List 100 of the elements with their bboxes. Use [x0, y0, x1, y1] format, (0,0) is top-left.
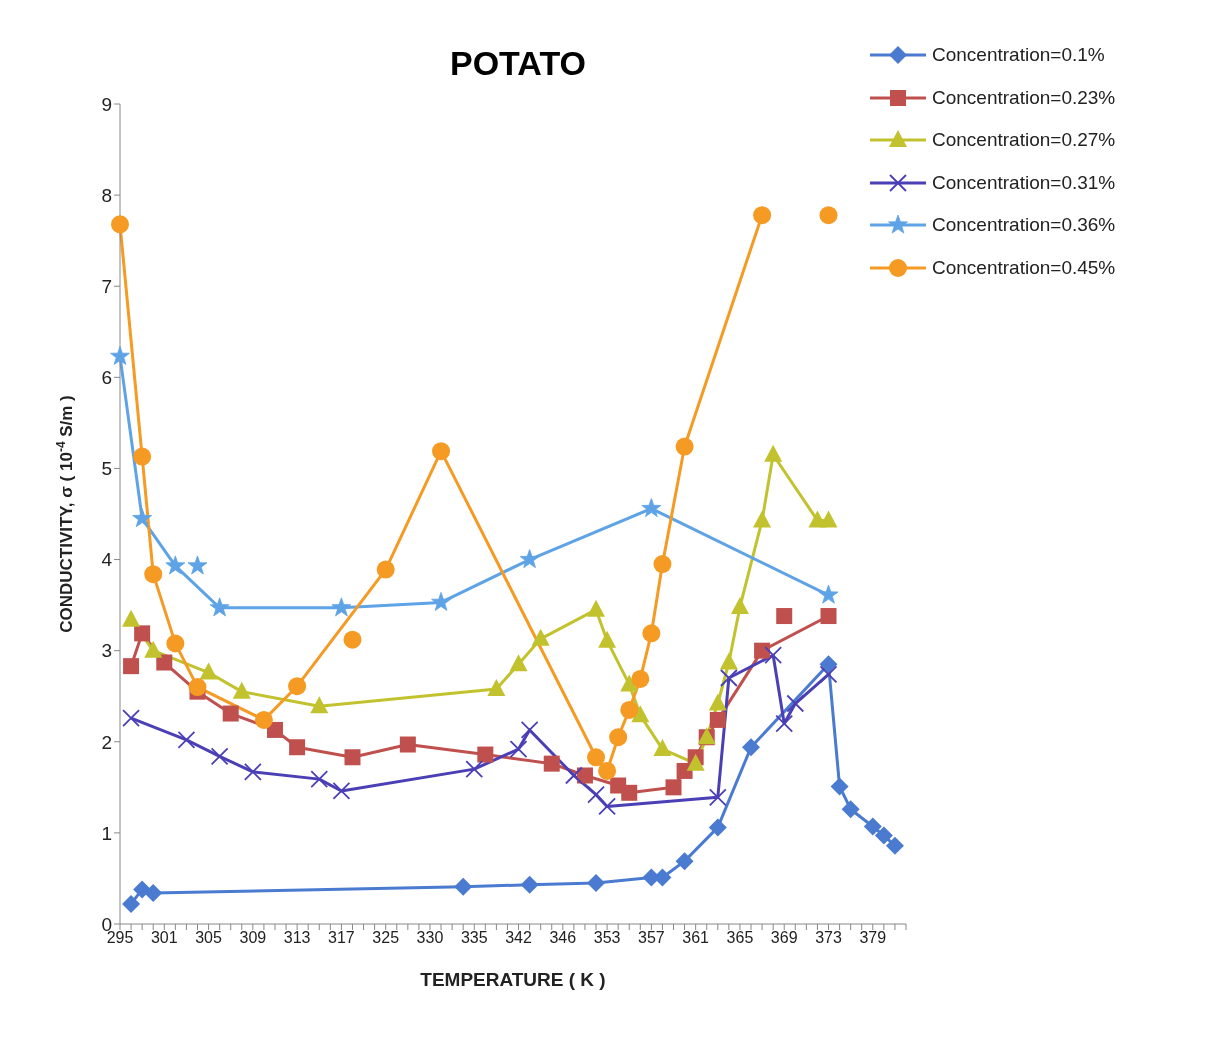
point	[786, 694, 805, 713]
y-tick-label: 8	[101, 184, 112, 206]
point	[708, 693, 727, 711]
point	[609, 728, 628, 747]
point	[132, 508, 153, 528]
point	[520, 721, 539, 739]
point	[454, 877, 473, 896]
x-tick-label: 361	[682, 929, 710, 947]
point	[509, 654, 528, 672]
point	[719, 652, 738, 670]
x-tick-label: 335	[460, 929, 488, 947]
point	[431, 591, 451, 611]
point	[775, 714, 794, 733]
point	[620, 700, 639, 719]
point	[742, 738, 761, 757]
point	[576, 767, 593, 784]
point	[675, 437, 694, 456]
point	[598, 630, 617, 648]
point	[122, 894, 141, 913]
point	[177, 731, 196, 749]
point	[598, 797, 616, 816]
point	[819, 510, 838, 528]
point	[587, 599, 606, 617]
x-tick-label: 346	[549, 929, 577, 947]
y-tick-label: 3	[101, 640, 112, 662]
point	[243, 762, 262, 781]
point	[133, 447, 152, 466]
point	[719, 669, 738, 687]
point	[519, 549, 540, 569]
point	[531, 628, 550, 646]
x-tick-label: 309	[239, 929, 267, 947]
point	[144, 640, 163, 658]
point	[166, 634, 185, 653]
point	[465, 760, 484, 779]
point	[776, 608, 793, 625]
point	[764, 444, 783, 462]
point	[520, 875, 539, 894]
point	[631, 669, 650, 688]
point	[187, 555, 208, 575]
point	[209, 597, 230, 617]
point	[199, 662, 218, 680]
point	[753, 510, 772, 528]
y-tick-label: 9	[101, 93, 112, 115]
point	[289, 739, 306, 756]
point	[819, 206, 838, 225]
point	[165, 555, 186, 575]
point	[331, 597, 352, 617]
point	[641, 498, 662, 518]
point	[820, 608, 837, 625]
y-tick-label: 7	[101, 275, 112, 297]
point	[376, 560, 395, 579]
x-tick-label: 369	[770, 929, 798, 947]
point	[344, 749, 361, 766]
y-tick-label: 4	[101, 549, 113, 571]
x-tick-label: 353	[593, 929, 621, 947]
legend-label: Concentration=0.31%	[932, 170, 1116, 195]
point	[730, 596, 749, 614]
x-tick-label: 305	[195, 929, 223, 947]
x-axis-title: TEMPERATURE ( K )	[420, 969, 606, 990]
point	[144, 884, 163, 903]
x-tick-label: 357	[638, 929, 665, 947]
point	[631, 705, 650, 723]
point	[753, 206, 772, 225]
point	[841, 800, 860, 819]
point	[819, 665, 838, 684]
point	[620, 674, 639, 692]
x-tick-label: 365	[726, 929, 754, 947]
x-tick-label: 373	[815, 929, 842, 947]
point	[665, 779, 682, 796]
point	[653, 739, 672, 757]
point	[587, 874, 606, 892]
point	[587, 748, 606, 767]
legend-label: Concentration=0.27%	[932, 128, 1116, 152]
x-tick-label: 379	[859, 929, 887, 947]
legend-label: Concentration=0.45%	[932, 255, 1116, 280]
point	[874, 826, 893, 845]
legend-label: Concentration=0.36%	[932, 213, 1116, 237]
point	[587, 785, 605, 804]
point	[432, 442, 451, 461]
point	[819, 655, 838, 674]
point	[754, 642, 771, 659]
point	[675, 852, 694, 871]
point	[133, 880, 152, 899]
y-tick-label: 2	[101, 731, 112, 753]
point	[598, 761, 617, 780]
point	[123, 658, 140, 675]
point	[110, 345, 130, 365]
point	[642, 624, 661, 643]
point	[188, 678, 207, 697]
point	[621, 784, 638, 801]
point	[564, 766, 583, 785]
point	[863, 817, 882, 836]
x-tick-label: 301	[150, 929, 178, 947]
chart-title: POTATO	[449, 44, 587, 83]
x-tick-label: 330	[416, 929, 444, 947]
point	[254, 710, 273, 729]
point	[477, 746, 494, 763]
point	[122, 609, 141, 627]
point	[487, 678, 506, 696]
point	[122, 709, 140, 727]
